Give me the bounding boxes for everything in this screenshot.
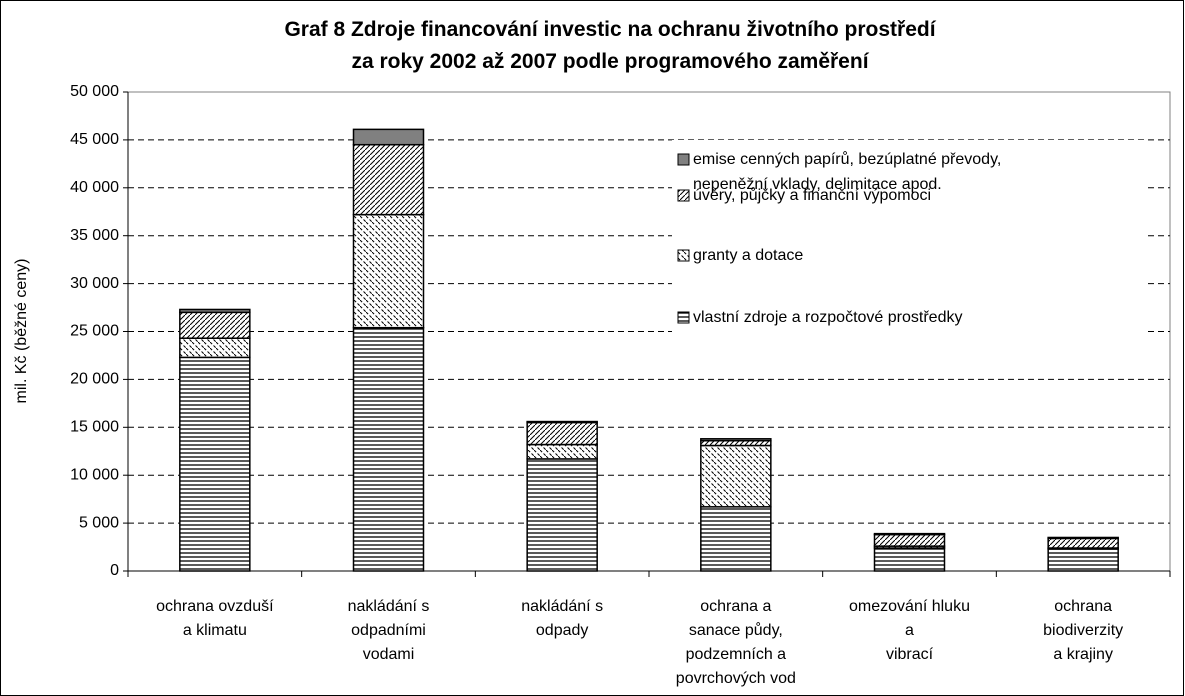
bar-segment [179,308,251,314]
y-tick-label: 30 000 [70,275,119,292]
bar-segment [1047,548,1119,572]
x-tick-label: nakládání s odpady [521,598,603,639]
bar-segment [873,533,946,547]
legend-swatch [677,189,690,202]
bar-segment [700,444,772,508]
bar-segment [1047,536,1119,540]
legend-label: granty a dotace [693,247,803,264]
chart-title: Graf 8 Zdroje financování investic na oc… [284,18,936,73]
y-tick-label: 20 000 [70,371,119,388]
bar-segment [873,532,946,536]
y-tick-label: 50 000 [70,83,119,100]
legend-label: vlastní zdroje a rozpočtové prostředky [693,309,962,326]
bar-segment [179,356,251,572]
bar-segment [526,420,598,424]
x-tick-label: nakládání s odpadními vodami [348,598,430,663]
y-tick-label: 5 000 [79,514,119,531]
bar-segment [352,128,425,146]
bar-segment [700,506,772,572]
legend-swatch [677,153,690,166]
bar-segment [352,326,425,572]
bar-segment [179,311,251,339]
y-tick-label: 35 000 [70,227,119,244]
y-tick-label: 40 000 [70,179,119,196]
legend-swatch [677,311,690,324]
bar-segment [700,438,772,442]
legend-label: emise cenných papírů, bezúplatné převody… [693,150,1001,193]
y-tick-label: 25 000 [70,323,119,340]
bar-segment [526,443,598,460]
bar-segment [352,143,425,216]
y-tick-label: 45 000 [70,131,119,148]
x-tick-label: ochrana ovzduší a klimatu [156,598,274,639]
bar-segment [526,421,598,446]
legend-box [672,140,1144,336]
x-tick-label: omezování hluku a vibrací [849,598,970,663]
bar-segment [1047,537,1119,549]
y-tick-label: 0 [110,562,119,579]
bar-segment [352,213,425,329]
legend-swatch [677,249,690,262]
bar-segment [526,458,598,572]
y-tick-label: 15 000 [70,419,119,436]
bar-segment [873,547,946,572]
bar-segment [179,337,251,359]
y-tick-label: 10 000 [70,466,119,483]
x-tick-label: ochrana biodiverzity a krajiny [1043,598,1123,663]
x-tick-label: ochrana a sanace půdy, podzemních a povrcho… [676,598,796,687]
y-axis-label: mil. Kč (běžné ceny) [13,259,30,404]
legend-label: úvěry, půjčky a finanční výpomoci [693,186,931,204]
